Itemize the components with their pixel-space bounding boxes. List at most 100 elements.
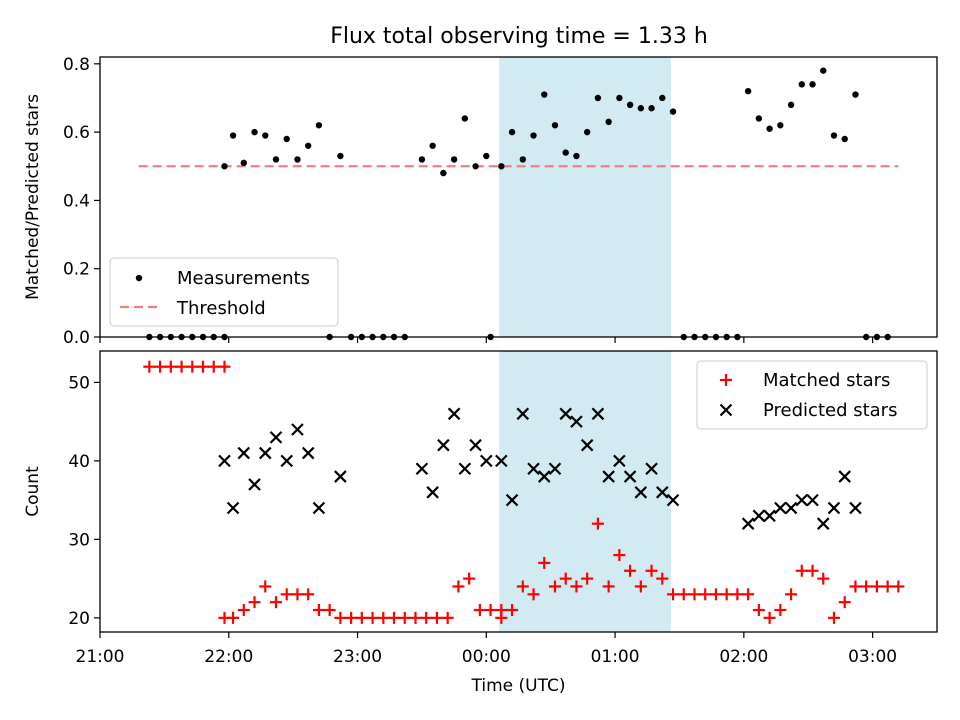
predicted-point-b (258, 446, 272, 460)
matched-point (164, 360, 177, 373)
predicted-point-b (774, 501, 787, 515)
y-axis-label: Matched/Predicted stars (23, 94, 43, 300)
measurement-point (472, 163, 479, 170)
measurement-point (551, 122, 559, 129)
matched-point (559, 572, 572, 585)
measurement-point (830, 132, 838, 139)
predicted-point (816, 517, 830, 530)
measurement-point (440, 169, 447, 177)
measurement-point (221, 163, 228, 170)
matched-point (699, 588, 712, 601)
measurement-point (429, 142, 436, 149)
matched-point (645, 564, 658, 577)
predicted-point-b (838, 470, 851, 483)
measurement-point (659, 94, 666, 102)
predicted-point (537, 470, 551, 483)
measurement-point (766, 125, 773, 132)
predicted-point (291, 423, 304, 436)
measurement-point (637, 105, 645, 112)
predicted-point-b (613, 454, 626, 468)
legend-bottom: Matched stars Predicted stars (696, 360, 928, 430)
measurement-point (841, 135, 848, 143)
predicted-point-b (623, 470, 637, 483)
measurement-point (337, 152, 344, 160)
matched-point (409, 611, 422, 624)
matched-point (613, 549, 626, 562)
matched-point (248, 596, 261, 609)
predicted-point-b (580, 438, 594, 452)
measurement-point (272, 156, 280, 163)
measurement-point (744, 87, 752, 95)
y-axis-label: Count (23, 466, 43, 517)
measurement-point (669, 108, 677, 115)
matched-point (452, 580, 465, 593)
predicted-point (591, 407, 605, 421)
y-tick-label: 50 (68, 373, 90, 393)
x-axis-label: Time (UTC) (471, 676, 566, 696)
predicted-point-b (237, 446, 251, 460)
predicted-point-b (447, 407, 461, 421)
legend-predicted-marker-b (719, 403, 733, 417)
matched-point (677, 588, 690, 601)
predicted-point (516, 407, 530, 421)
matched-point (237, 604, 250, 617)
measurement-point (315, 122, 323, 129)
matched-point (312, 604, 325, 617)
matched-point (506, 604, 519, 617)
matched-point (516, 580, 529, 593)
predicted-point (795, 493, 809, 507)
predicted-point-b (415, 462, 429, 476)
predicted-point (559, 407, 572, 421)
matched-point (302, 588, 315, 601)
measurement-point (798, 81, 805, 88)
highlight-span (499, 57, 671, 337)
matched-point (581, 572, 594, 585)
y-tick-label: 0.2 (63, 260, 90, 280)
predicted-point (580, 438, 594, 452)
predicted-point-b (516, 407, 530, 421)
matched-point (709, 588, 722, 601)
predicted-point-b (849, 501, 862, 515)
y-tick-label: 30 (68, 530, 90, 550)
matched-point (548, 580, 561, 593)
matched-point (817, 572, 830, 585)
matched-point (280, 588, 293, 601)
measurement-point (648, 105, 655, 112)
legend-box (696, 360, 928, 430)
matched-point (430, 611, 443, 624)
matched-point (186, 360, 199, 373)
matched-point (634, 580, 647, 593)
predicted-point (849, 501, 862, 515)
predicted-point-b (570, 415, 583, 428)
y-tick-label: 0.8 (63, 55, 90, 75)
matched-point (291, 588, 304, 601)
measurement-point (787, 101, 795, 109)
measurement-point (450, 156, 458, 163)
predicted-point-b (469, 438, 482, 452)
x-tick-label: 22:00 (204, 647, 253, 667)
measurement-point (777, 122, 784, 129)
predicted-point (548, 462, 562, 476)
predicted-point-b (602, 470, 615, 483)
predicted-point-b (741, 517, 755, 530)
matched-point (870, 580, 883, 593)
predicted-point (301, 446, 315, 460)
matched-point (806, 564, 819, 577)
x-tick-label: 00:00 (462, 647, 511, 667)
matched-point (795, 564, 808, 577)
matched-point (591, 517, 604, 530)
predicted-point-b (218, 454, 231, 468)
predicted-point (613, 454, 626, 468)
predicted-point (763, 509, 776, 523)
measurement-point (616, 94, 623, 102)
predicted-point (838, 470, 851, 483)
matched-point (197, 360, 210, 373)
predicted-point (480, 454, 493, 468)
predicted-point-b (559, 407, 572, 421)
predicted-point-b (806, 493, 819, 507)
measurement-point (461, 115, 469, 122)
measurement-point (498, 163, 505, 170)
y-tick-label: 40 (68, 452, 90, 472)
matched-point (763, 611, 776, 624)
